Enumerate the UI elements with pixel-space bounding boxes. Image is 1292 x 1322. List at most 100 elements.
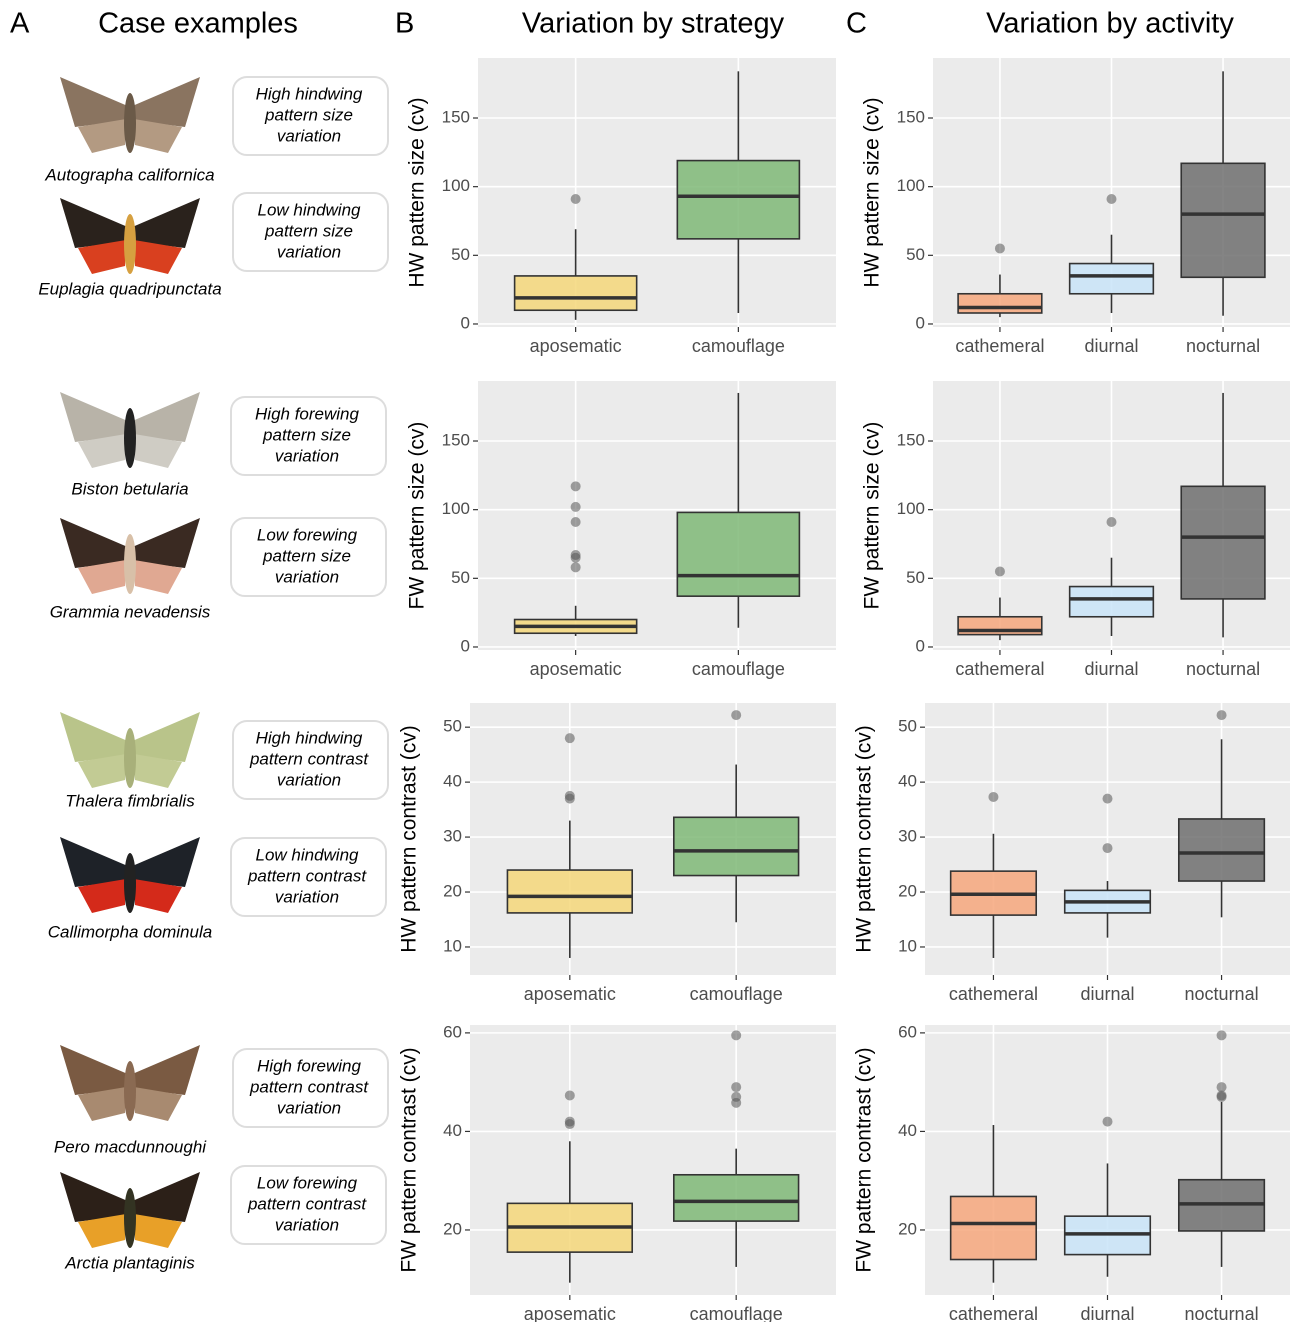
y-tick-label: 100 [442,176,470,195]
x-tick-label: aposematic [524,984,616,1004]
y-tick-label: 0 [461,313,470,332]
x-tick-label: camouflage [692,659,785,679]
example-label: variation [277,770,341,789]
x-tick-label: cathemeral [955,336,1044,356]
y-tick-label: 50 [443,717,462,736]
label-box [232,720,389,800]
example-label: pattern contrast [247,1194,367,1213]
moth-image [60,1045,200,1121]
box [672,816,800,877]
forewing [60,518,200,568]
box [513,275,638,312]
example-label: Low hindwing [257,200,361,219]
outlier [994,566,1005,577]
panel-title: Variation by strategy [522,8,785,40]
box [1177,818,1266,882]
y-tick-label: 100 [897,499,925,518]
panel-title: Case examples [98,8,298,40]
box [949,1195,1038,1261]
x-tick-label: diurnal [1084,659,1138,679]
outlier [731,1091,742,1102]
example-label: pattern size [264,105,353,124]
example-label: pattern contrast [249,749,369,768]
y-tick-label: 40 [443,1121,462,1140]
y-axis-title: FW pattern contrast (cv) [398,1047,421,1272]
forewing [60,837,200,887]
example-label: variation [277,1098,341,1117]
box [1068,262,1155,295]
y-tick-label: 10 [898,936,917,955]
y-tick-label: 50 [906,568,925,587]
moth-image [60,837,200,913]
outlier [570,517,581,528]
box [676,159,801,240]
outlier [564,790,575,801]
moth-image [60,518,200,594]
y-tick-label: 150 [442,107,470,126]
hindwing [78,1214,182,1248]
outlier [994,243,1005,254]
example-label: Low hindwing [255,845,359,864]
moth-body [124,93,136,153]
x-tick-label: diurnal [1080,984,1134,1004]
outlier [564,1090,575,1101]
outlier [1102,793,1113,804]
y-tick-label: 40 [898,1121,917,1140]
y-axis-title: HW pattern size (cv) [406,97,429,287]
example-label: variation [277,126,341,145]
box [1180,162,1266,279]
x-tick-label: camouflage [690,984,783,1004]
moth-body [124,408,136,468]
outlier [1216,1030,1227,1041]
y-tick-label: 20 [898,1219,917,1238]
example-label: pattern size [262,425,351,444]
y-tick-label: 40 [898,772,917,791]
x-tick-label: camouflage [690,1304,783,1322]
moth-body [124,1188,136,1248]
plot-background [470,1025,836,1295]
hindwing [78,879,182,913]
x-tick-label: diurnal [1080,1304,1134,1322]
panel-title: Variation by activity [986,8,1234,40]
y-tick-label: 30 [898,827,917,846]
species-name: Grammia nevadensis [50,602,211,621]
moth-body [124,214,136,274]
outlier [1102,843,1113,854]
example-label: pattern size [262,546,351,565]
label-box [232,76,389,156]
outlier [1102,1116,1113,1127]
y-axis-title: HW pattern contrast (cv) [398,725,421,953]
outlier [570,501,581,512]
label-box [230,517,387,597]
y-tick-label: 20 [443,882,462,901]
label-box [230,396,387,476]
y-tick-label: 150 [897,430,925,449]
y-tick-label: 0 [916,636,925,655]
species-name: Pero macdunnoughi [54,1137,207,1156]
hindwing [78,1087,182,1121]
box [1068,585,1155,618]
forewing [60,198,200,248]
hindwing [78,119,182,153]
species-name: Arctia plantaginis [64,1253,195,1272]
box [506,869,634,914]
example-label: variation [275,1215,339,1234]
y-tick-label: 50 [451,568,470,587]
outlier [1106,517,1117,528]
forewing [60,77,200,127]
hindwing [78,754,182,788]
species-name: Autographa californica [44,165,214,184]
example-label: High forewing [257,1056,361,1075]
moth-body [124,728,136,788]
panel-letter: C [846,8,867,40]
outlier [570,481,581,492]
example-label: High hindwing [256,728,363,747]
example-label: variation [277,242,341,261]
example-label: variation [275,446,339,465]
x-tick-label: nocturnal [1186,336,1260,356]
moth-image [60,1172,200,1248]
y-tick-label: 30 [443,827,462,846]
x-tick-label: aposematic [530,659,622,679]
y-tick-label: 40 [443,772,462,791]
